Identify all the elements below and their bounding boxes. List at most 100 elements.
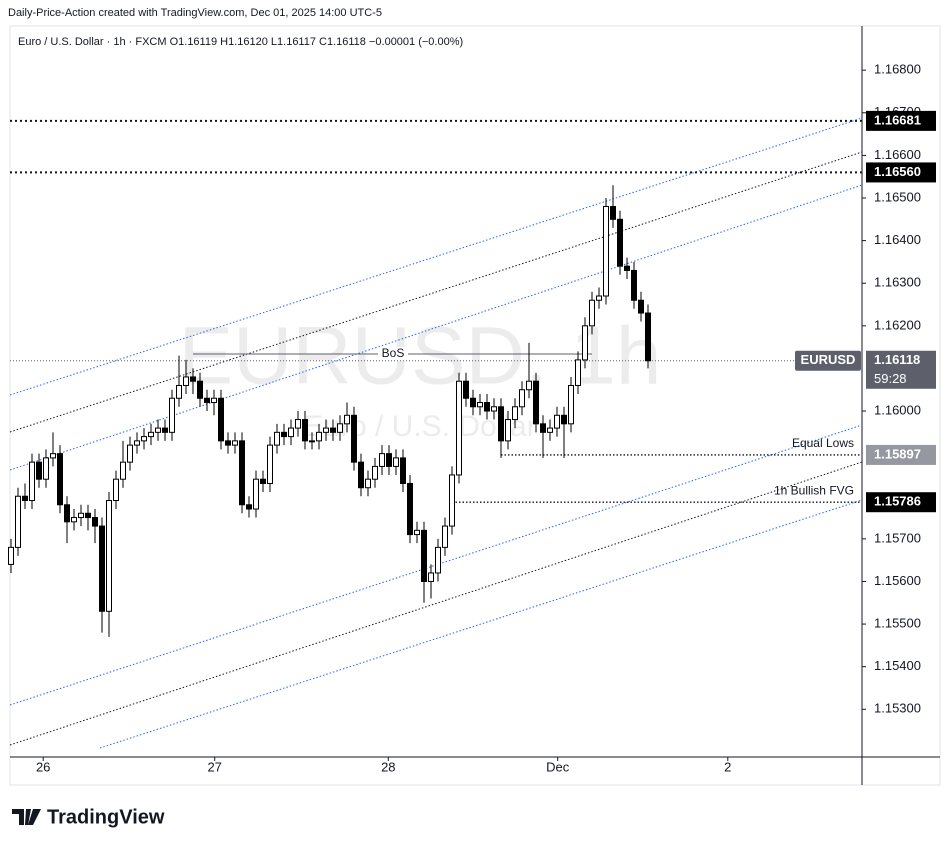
candle-body [540, 423, 546, 433]
candle-body [43, 457, 49, 480]
candle-body [302, 419, 308, 442]
candle-body [442, 525, 448, 548]
candle-body [512, 406, 518, 421]
price-label-box [866, 350, 936, 389]
y-tick-label: 1.16800 [874, 62, 921, 77]
bos-bg [378, 346, 408, 361]
candle-body [225, 440, 231, 446]
plot: Equal Lows 1h Bullish FVG BoS [8, 119, 862, 637]
candle-body [50, 453, 56, 459]
legend: Euro / U.S. Dollar · 1h · FXCM O1.16119 … [18, 36, 463, 48]
x-tick-label: 2 [724, 759, 731, 774]
candle-body [113, 478, 119, 502]
candle-body [8, 546, 14, 565]
channel-line [9, 151, 863, 433]
y-tick-label: 1.15400 [874, 658, 921, 673]
candle-body [624, 265, 630, 271]
candle-body [218, 397, 224, 442]
candle-body [414, 529, 420, 536]
candle-body [526, 380, 532, 391]
candle-body [379, 453, 385, 467]
candle-body [323, 427, 329, 433]
level-note: Equal Lows [792, 436, 854, 450]
candle-body [71, 517, 77, 523]
price-label: 1.16118 [874, 352, 920, 367]
candle-body [645, 312, 651, 362]
y-tick-label: 1.15700 [874, 530, 921, 545]
symbol-label-box [795, 350, 861, 371]
frame [9, 25, 941, 786]
level-label: 1.15897 [874, 446, 921, 461]
candle-body [183, 376, 189, 386]
channel-line [9, 184, 863, 471]
y-tick-label: 1.16000 [874, 402, 921, 417]
candle-body [386, 453, 392, 467]
candle-body [568, 384, 574, 425]
candle-body [337, 423, 343, 433]
candle-body [78, 512, 84, 519]
candle-body [358, 461, 364, 489]
y-tick-label: 1.16300 [874, 275, 921, 290]
candle-body [281, 431, 287, 438]
y-tick-label: 1.15500 [874, 616, 921, 631]
candle-body [15, 495, 21, 548]
candle-body [589, 299, 595, 327]
candle-body [127, 444, 133, 463]
candle-body [22, 495, 28, 502]
y-tick-label: 1.15300 [874, 701, 921, 716]
candle-body [400, 457, 406, 484]
candle-body [617, 218, 623, 267]
candle-body [365, 478, 371, 489]
level-label-box [866, 492, 936, 513]
candle-body [190, 376, 196, 382]
candle-body [267, 444, 273, 484]
candle-body [92, 517, 98, 527]
y-tick-label: 1.16200 [874, 317, 921, 332]
candle-body [155, 427, 161, 433]
candle-body [204, 397, 210, 404]
candle-body [547, 427, 553, 433]
candle-body [232, 440, 238, 446]
axis: 1.168001.167001.166001.165001.164001.163… [36, 62, 936, 774]
candle-body [134, 440, 140, 446]
candle-body [239, 440, 245, 506]
candle-body [106, 500, 112, 612]
candle-body [491, 406, 497, 412]
candle-body [519, 389, 525, 408]
candle-body [141, 436, 147, 442]
level-label-box [866, 444, 936, 465]
level-note: 1h Bullish FVG [774, 483, 854, 497]
symbol-label: EURUSD [801, 352, 856, 367]
candle-body [344, 414, 350, 425]
y-tick-label: 1.16500 [874, 189, 921, 204]
candle-body [596, 295, 602, 301]
candle-body [603, 206, 609, 297]
candle-body [169, 397, 175, 433]
candle-body [554, 414, 560, 429]
logo-text: TradingView [47, 806, 165, 828]
bos-label: BoS [382, 346, 405, 360]
level-label-box [866, 162, 936, 183]
candle-body [351, 414, 357, 463]
channel-line [9, 461, 863, 746]
candle-body [575, 359, 581, 386]
level-label-box [866, 110, 936, 131]
candle-body [211, 397, 217, 404]
candle-body [29, 461, 35, 502]
candle-body [407, 482, 413, 536]
candle-body [260, 478, 266, 484]
candle-body [57, 453, 63, 506]
candle-body [498, 406, 504, 442]
candle-body [638, 299, 644, 314]
x-tick-label: 28 [381, 759, 395, 774]
candle-body [36, 461, 42, 480]
level-label: 1.15786 [874, 494, 921, 509]
y-tick-label: 1.15600 [874, 573, 921, 588]
candle-body [288, 427, 294, 438]
candle-body [533, 380, 539, 425]
candle-body [330, 427, 336, 433]
level-label: 1.16681 [874, 112, 921, 127]
candle-body [372, 465, 378, 480]
